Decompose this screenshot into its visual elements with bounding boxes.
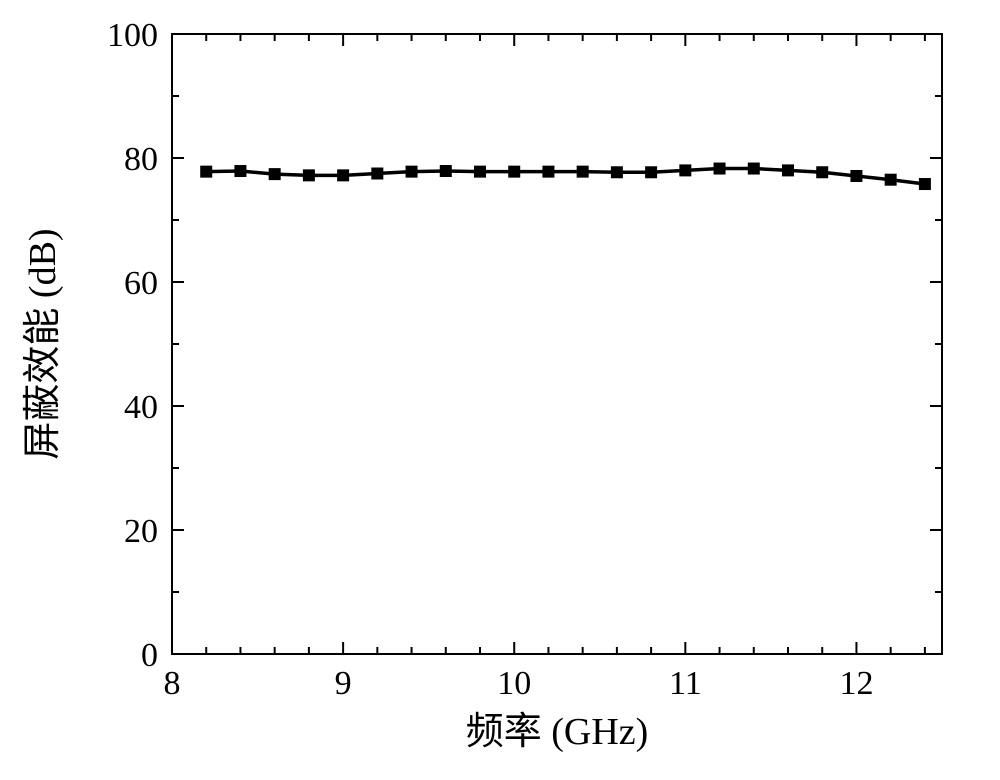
series-marker: [269, 169, 280, 180]
series-marker: [338, 170, 349, 181]
series-marker: [646, 167, 657, 178]
series-marker: [680, 165, 691, 176]
series-marker: [885, 174, 896, 185]
svg-text:100: 100: [107, 17, 158, 54]
svg-text:9: 9: [335, 665, 352, 702]
series-marker: [440, 166, 451, 177]
svg-text:80: 80: [124, 141, 158, 178]
series-marker: [714, 163, 725, 174]
svg-text:20: 20: [124, 513, 158, 550]
series-marker: [783, 165, 794, 176]
series-marker: [303, 170, 314, 181]
svg-text:60: 60: [124, 265, 158, 302]
svg-text:0: 0: [141, 637, 158, 674]
series-marker: [748, 163, 759, 174]
series-marker: [919, 179, 930, 190]
series-marker: [611, 167, 622, 178]
series-marker: [406, 166, 417, 177]
svg-text:12: 12: [839, 665, 873, 702]
series-marker: [851, 170, 862, 181]
svg-text:8: 8: [164, 665, 181, 702]
chart-container: 8 9 10 11 12 0 20 40 60 80 100 频率 (GHz) 屏蔽效能 (dB): [0, 0, 1000, 780]
series-marker: [201, 166, 212, 177]
series-marker: [577, 166, 588, 177]
series-marker: [372, 168, 383, 179]
series-marker: [235, 166, 246, 177]
series-marker: [475, 166, 486, 177]
x-axis-label: 频率 (GHz): [466, 711, 649, 753]
series-marker: [817, 167, 828, 178]
series-marker: [509, 166, 520, 177]
line-chart: 8 9 10 11 12 0 20 40 60 80 100 频率 (GHz) 屏蔽效能 (dB): [0, 0, 1000, 780]
svg-text:40: 40: [124, 389, 158, 426]
svg-text:10: 10: [497, 665, 531, 702]
svg-text:11: 11: [669, 665, 702, 702]
y-axis-label: 屏蔽效能 (dB): [22, 228, 64, 459]
series-marker: [543, 166, 554, 177]
